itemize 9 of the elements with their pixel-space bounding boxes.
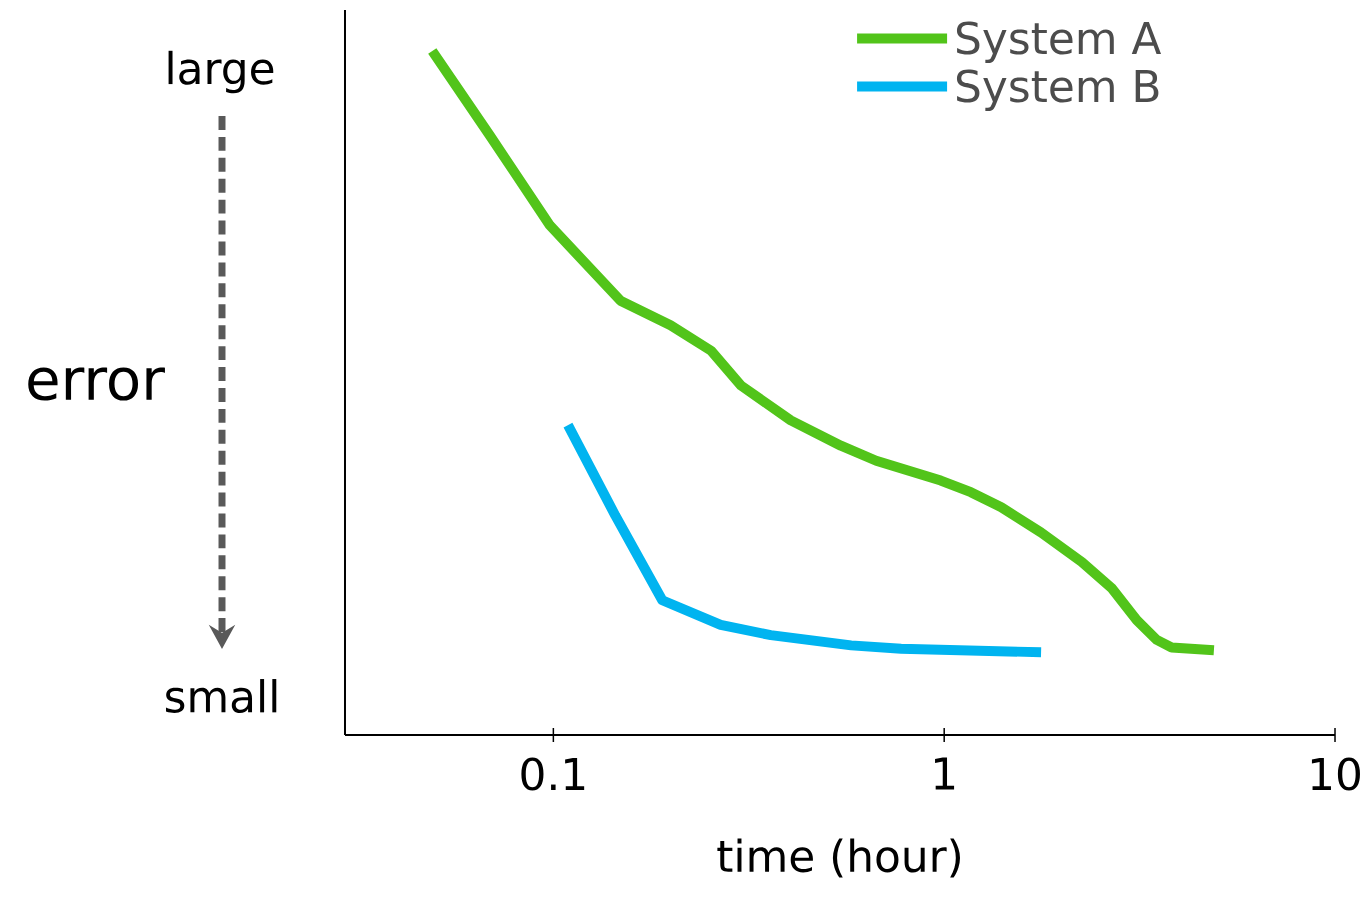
legend-label: System A — [956, 21, 1162, 64]
x-axis-title: time (hour) — [717, 838, 960, 878]
legend-label: System B — [956, 69, 1159, 112]
x-tick-label: 10 — [1311, 757, 1360, 791]
x-tick-label: 0.1 — [521, 757, 585, 791]
y-axis-title: error — [28, 367, 165, 401]
text: large — [168, 50, 274, 94]
text: small — [166, 679, 277, 713]
x-tick-label: 1 — [935, 757, 955, 790]
